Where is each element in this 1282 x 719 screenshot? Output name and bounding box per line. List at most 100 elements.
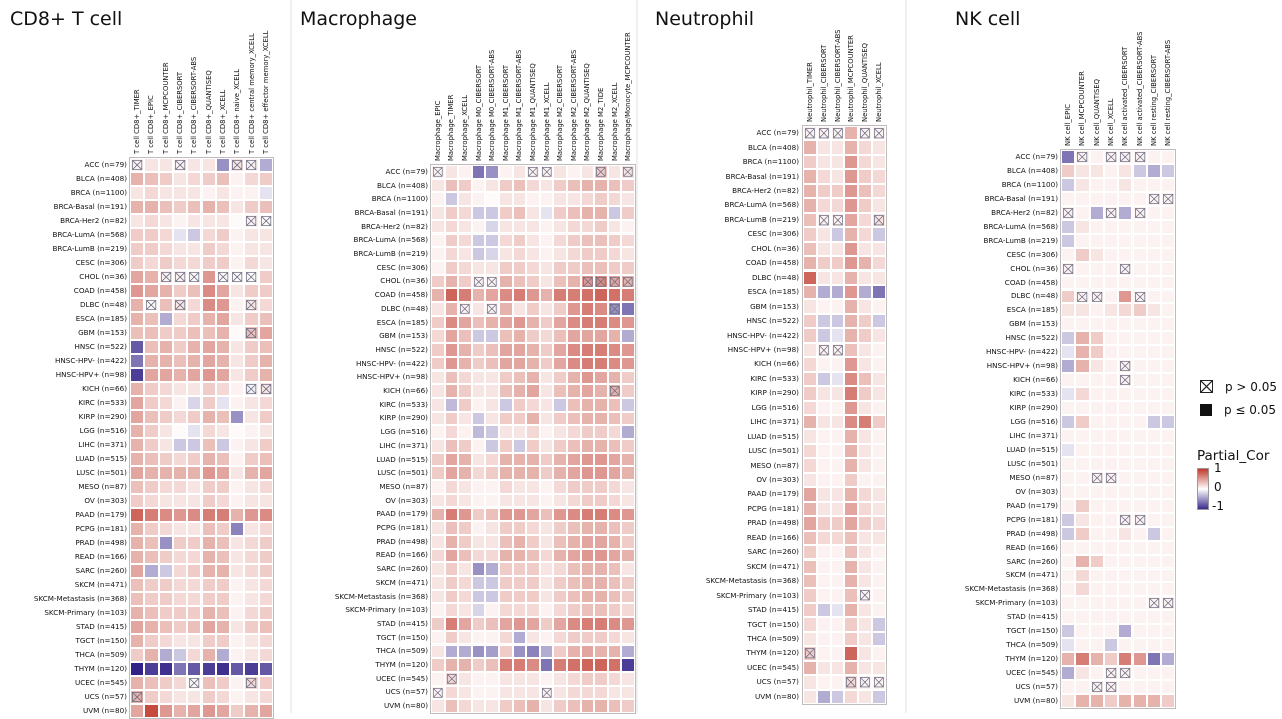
heatmap-cell	[158, 620, 173, 634]
heatmap-cell	[526, 644, 540, 659]
heatmap-cell	[567, 397, 581, 412]
heatmap-cell	[244, 256, 259, 270]
heatmap-cell	[803, 342, 817, 358]
heatmap-cell-nonsig	[172, 270, 188, 284]
heatmap-cell	[512, 343, 527, 357]
heatmap-cell	[485, 562, 499, 576]
heatmap-cell	[258, 312, 273, 326]
heatmap-cell	[872, 140, 886, 155]
heatmap-cell	[230, 550, 245, 564]
row-label: KICH (n=66)	[82, 384, 127, 393]
heatmap-cell-nonsig	[258, 214, 273, 228]
heatmap-cell	[553, 260, 567, 275]
heatmap-cell	[858, 646, 872, 661]
heatmap-cell	[830, 443, 845, 459]
heatmap-cell	[1061, 694, 1076, 708]
heatmap-cell-nonsig	[1103, 150, 1119, 164]
heatmap-cell	[580, 397, 595, 412]
row-label: HNSC (n=522)	[746, 316, 799, 326]
heatmap-cell	[858, 631, 872, 647]
heatmap-cell	[567, 178, 581, 193]
heatmap-cell	[816, 472, 831, 488]
heatmap-cell	[553, 247, 567, 261]
heatmap-cell	[580, 247, 595, 261]
heatmap-cell	[1132, 359, 1147, 374]
heatmap-cell	[458, 274, 472, 289]
heatmap-cell	[187, 340, 202, 354]
colorbar-tick-label: 1	[1214, 461, 1222, 475]
heatmap-cell-nonsig	[444, 671, 459, 686]
heatmap-cell	[1132, 680, 1147, 695]
heatmap-cell	[458, 562, 472, 576]
heatmap-cell	[431, 589, 445, 604]
row-label: OV (n=303)	[385, 495, 428, 505]
heatmap-cell	[499, 658, 513, 672]
heatmap-cell	[1161, 540, 1176, 555]
row-label: OV (n=303)	[756, 475, 799, 485]
column-label: T cell CD8+_EPIC	[147, 95, 156, 154]
heatmap-cell	[1075, 694, 1090, 708]
heatmap-cell	[144, 424, 159, 438]
heatmap-cell	[485, 685, 499, 700]
heatmap-cell	[816, 299, 831, 314]
heatmap-cell	[539, 507, 554, 522]
row-label: LIHC (n=371)	[379, 440, 428, 450]
heatmap-cell	[872, 530, 886, 546]
heatmap-cell	[594, 315, 608, 330]
heatmap-cell	[187, 186, 202, 200]
heatmap-cell	[130, 410, 145, 424]
heatmap-cell	[803, 545, 817, 560]
heatmap-cell	[1075, 666, 1090, 681]
row-label: STAD (n=415)	[75, 622, 127, 631]
heatmap-cell	[567, 288, 581, 302]
heatmap-cell	[215, 466, 231, 480]
heatmap-cell	[187, 578, 202, 592]
heatmap-cell	[526, 699, 540, 713]
heatmap-cell	[580, 260, 595, 275]
row-label: STAD (n=415)	[1006, 612, 1058, 622]
row-label: BLCA (n=408)	[75, 174, 127, 183]
row-label: MESO (n=87)	[750, 460, 799, 470]
heatmap-cell	[621, 617, 635, 631]
heatmap-cell	[172, 242, 188, 256]
heatmap-cell-nonsig	[1075, 289, 1090, 304]
row-label: KICH (n=66)	[383, 386, 428, 396]
heatmap-cell-nonsig	[172, 298, 188, 312]
heatmap-cell	[580, 507, 595, 522]
heatmap-cell	[215, 424, 231, 438]
heatmap-cell	[816, 602, 831, 618]
row-label: BLCA (n=408)	[1006, 165, 1058, 175]
heatmap-cell	[621, 288, 635, 302]
heatmap-cell	[1075, 526, 1090, 541]
heatmap-cell	[803, 227, 817, 242]
heatmap-cell	[1061, 582, 1076, 597]
heatmap-cell	[872, 573, 886, 589]
heatmap-cell	[1075, 219, 1090, 234]
heatmap-cell	[830, 617, 845, 632]
heatmap-cell	[607, 411, 622, 426]
heatmap-cell	[594, 356, 608, 371]
heatmap-cell	[1061, 401, 1076, 416]
heatmap-cell	[816, 227, 831, 242]
heatmap-cell	[215, 354, 231, 368]
row-label: COAD (n=458)	[1004, 277, 1058, 287]
heatmap-cell	[607, 315, 622, 330]
heatmap-cell	[258, 200, 273, 214]
heatmap-cell	[499, 233, 513, 248]
heatmap-cell-nonsig	[830, 126, 845, 141]
heatmap-cell	[844, 299, 859, 314]
heatmap-cell	[539, 576, 554, 590]
heatmap-cell	[172, 424, 188, 438]
column-label: NK cell resting_CIBERSORT-ABS	[1164, 39, 1173, 146]
heatmap-cell	[512, 370, 527, 385]
heatmap-cell	[607, 493, 622, 508]
heatmap-cell	[1075, 484, 1090, 499]
heatmap-cell	[1061, 415, 1076, 429]
row-label: ACC (n=79)	[756, 128, 799, 138]
heatmap-cell	[485, 219, 499, 234]
row-label: PRAD (n=498)	[1006, 528, 1058, 538]
heatmap-cell	[485, 493, 499, 508]
heatmap-cell	[187, 410, 202, 424]
heatmap-cell	[1089, 387, 1104, 402]
row-label: BRCA (n=1100)	[742, 157, 799, 167]
